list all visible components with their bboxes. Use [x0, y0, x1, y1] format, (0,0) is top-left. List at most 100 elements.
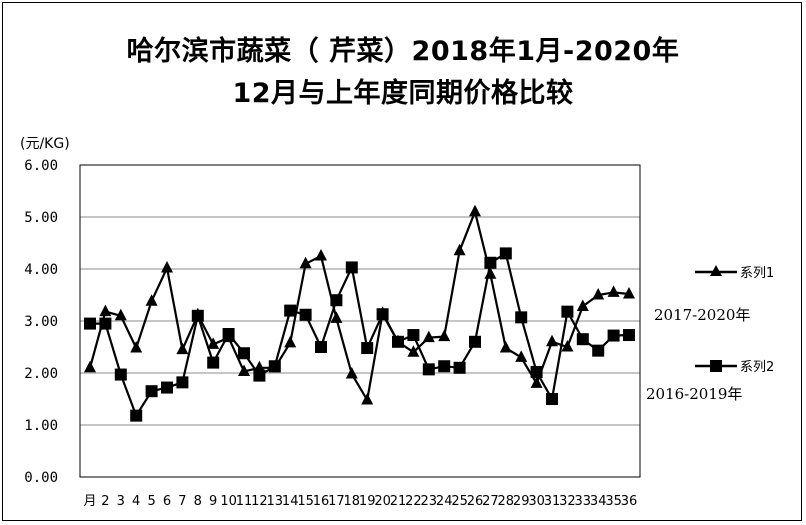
data-point-triangle — [515, 350, 528, 362]
data-point-square — [530, 365, 543, 378]
legend-label-series-1: 系列1 — [740, 266, 774, 281]
data-point-square — [361, 342, 374, 355]
series-group — [84, 204, 635, 422]
data-point-triangle — [499, 341, 512, 353]
y-tick-label: 1.00 — [24, 418, 58, 434]
data-point-triangle — [130, 341, 143, 353]
x-tick-label: 2 — [101, 494, 109, 509]
data-point-square — [561, 305, 574, 318]
data-point-square — [515, 311, 528, 324]
x-tick-label: 33 — [575, 494, 592, 509]
data-point-triangle — [315, 249, 327, 261]
data-point-square — [191, 309, 204, 322]
data-point-square — [469, 335, 481, 348]
y-tick-label: 5.00 — [24, 210, 58, 226]
data-point-triangle — [561, 340, 574, 352]
x-tick-label: 14 — [282, 494, 299, 509]
data-point-square — [607, 329, 620, 342]
data-point-square — [546, 393, 558, 405]
data-point-triangle — [176, 342, 189, 355]
x-tick-label: 30 — [528, 494, 545, 509]
data-point-triangle — [330, 311, 343, 323]
data-point-triangle — [422, 330, 435, 343]
data-point-square — [376, 308, 389, 321]
data-point-square — [176, 376, 189, 389]
series-2 — [84, 247, 635, 422]
y-tick-label: 2.00 — [24, 366, 58, 382]
y-axis-label: (元/KG) — [20, 136, 70, 152]
x-tick-label: 35 — [605, 494, 622, 509]
x-tick-label: 20 — [374, 494, 391, 509]
data-point-square — [499, 247, 512, 260]
data-point-triangle — [407, 345, 420, 357]
x-tick-label: 32 — [559, 494, 576, 509]
data-point-triangle — [530, 376, 543, 388]
x-tick-label: 6 — [163, 494, 171, 509]
x-tick-label: 21 — [390, 494, 407, 509]
data-point-square — [99, 317, 112, 330]
data-point-square — [592, 344, 605, 357]
data-point-square — [299, 308, 312, 321]
x-tick-label: 月 — [83, 494, 96, 509]
x-tick-label: 27 — [482, 494, 499, 509]
x-tick-label: 24 — [436, 494, 453, 509]
data-point-triangle — [361, 393, 374, 405]
x-tick-label: 15 — [297, 494, 314, 509]
data-point-triangle — [345, 367, 358, 379]
x-tick-label: 11 — [236, 494, 253, 509]
x-tick-label: 22 — [405, 494, 422, 509]
data-point-triangle — [84, 360, 96, 373]
x-tick-label: 16 — [313, 494, 330, 509]
y-tick-label: 3.00 — [24, 314, 58, 330]
legend-series-1: 系列1 — [695, 265, 774, 281]
data-point-square — [284, 304, 297, 317]
data-point-square — [453, 361, 466, 374]
x-tick-label: 26 — [467, 494, 484, 509]
y-axis-ticks: 0.00 1.00 2.00 3.00 4.00 5.00 6.00 — [24, 158, 58, 486]
data-point-triangle — [438, 329, 451, 342]
data-point-triangle — [576, 299, 589, 311]
data-point-square — [623, 329, 635, 342]
chart-title-line1: 哈尔滨市蔬菜（ 芹菜）2018年1月-2020年 — [126, 36, 680, 67]
x-tick-label: 29 — [513, 494, 530, 509]
data-point-triangle — [623, 286, 635, 299]
data-point-square — [130, 409, 143, 422]
legend-label-series-2: 系列2 — [740, 360, 774, 375]
data-point-triangle — [284, 335, 297, 348]
data-point-triangle — [99, 304, 112, 317]
x-tick-label: 18 — [344, 494, 361, 509]
y-tick-label: 4.00 — [24, 262, 58, 278]
data-point-triangle — [207, 337, 220, 349]
series-1-period-note: 2017-2020年 — [654, 306, 750, 324]
x-tick-label: 7 — [178, 494, 186, 509]
x-tick-label: 12 — [251, 494, 268, 509]
data-point-square — [222, 328, 235, 340]
x-tick-label: 17 — [328, 494, 345, 509]
data-point-square — [114, 368, 127, 381]
data-point-square — [84, 317, 96, 330]
plot-area-border — [79, 164, 641, 478]
x-tick-label: 4 — [132, 494, 140, 509]
x-tick-label: 23 — [421, 494, 438, 509]
x-tick-label: 19 — [359, 494, 376, 509]
x-tick-label: 31 — [544, 494, 561, 509]
x-tick-label: 8 — [194, 494, 202, 509]
data-point-square — [345, 261, 358, 274]
x-tick-label: 34 — [590, 494, 607, 509]
gridlines — [80, 216, 640, 426]
data-point-triangle — [546, 334, 558, 347]
data-point-square — [438, 360, 451, 373]
chart-title-line2: 12月与上年度同期价格比较 — [232, 78, 574, 109]
legend-marker-series-1 — [710, 265, 722, 276]
x-tick-label: 9 — [209, 494, 217, 509]
data-point-triangle — [607, 285, 620, 297]
data-point-triangle — [238, 364, 250, 376]
legend-series-2: 系列2 — [695, 360, 774, 375]
data-point-square — [315, 341, 327, 353]
data-point-square — [392, 335, 404, 348]
data-point-square — [145, 385, 158, 398]
data-point-square — [422, 363, 435, 376]
data-point-triangle — [453, 243, 466, 256]
data-point-triangle — [299, 256, 312, 269]
x-tick-label: 36 — [621, 494, 638, 509]
